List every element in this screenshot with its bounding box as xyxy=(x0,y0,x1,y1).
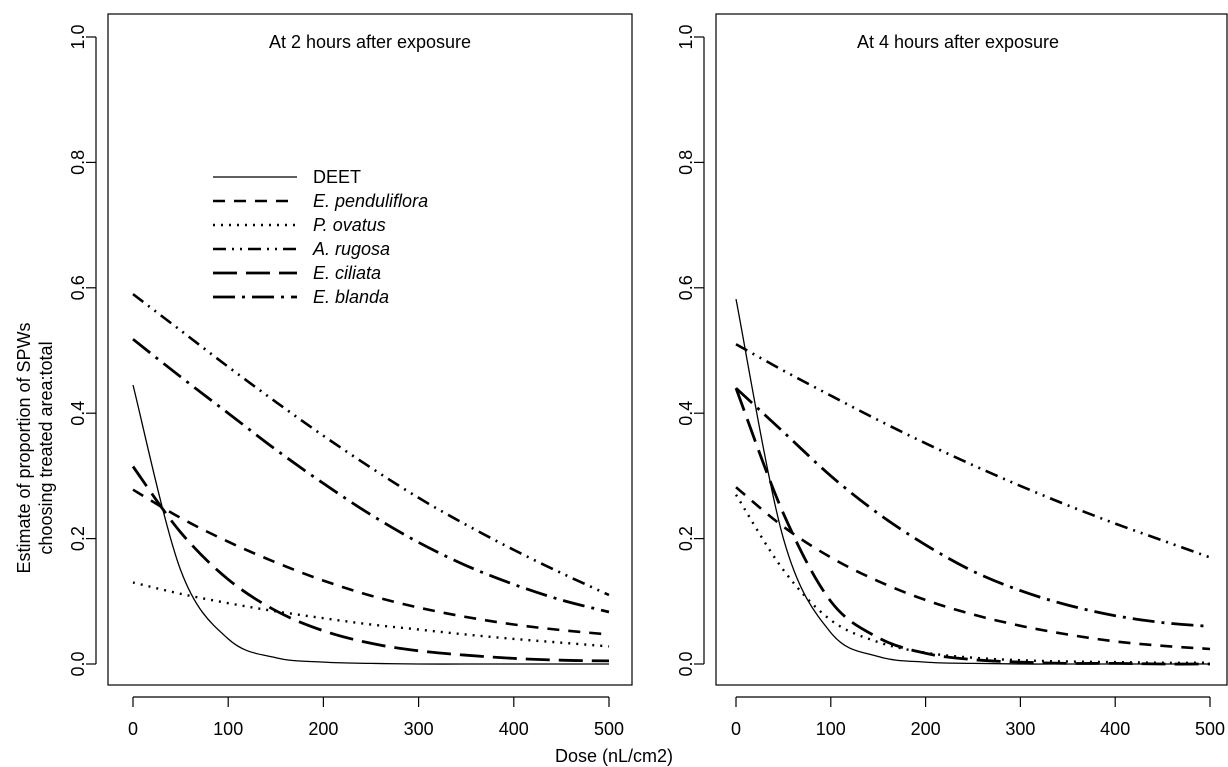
panel-title: At 4 hours after exposure xyxy=(857,32,1059,52)
x-tick-label: 300 xyxy=(404,719,434,739)
y-axis-title-line2: choosing treated area:total xyxy=(36,341,56,554)
x-tick-label: 100 xyxy=(213,719,243,739)
series-line-p-ovatus xyxy=(734,494,1211,664)
series-line-e-penduliflora xyxy=(735,486,1211,651)
x-tick-label: 400 xyxy=(499,719,529,739)
series-line-p-ovatus xyxy=(132,581,610,648)
y-tick-label: 0.0 xyxy=(68,651,88,676)
y-tick-label: 0.0 xyxy=(676,651,696,676)
y-tick-label: 0.2 xyxy=(68,526,88,551)
y-tick-label: 0.4 xyxy=(676,401,696,426)
x-axis-title: Dose (nL/cm2) xyxy=(555,746,673,766)
y-tick-label: 0.4 xyxy=(68,401,88,426)
legend-label: E. ciliata xyxy=(313,263,381,283)
y-tick-label: 0.8 xyxy=(676,150,696,175)
legend-label: E. blanda xyxy=(313,287,389,307)
x-tick-label: 0 xyxy=(731,719,741,739)
y-axis-title-line1: Estimate of proportion of SPWs xyxy=(14,322,34,573)
panel-2-hours: At 2 hours after exposure 0 100 200 300 400 50… xyxy=(68,13,633,739)
series-line-e-blanda xyxy=(735,387,1211,628)
x-tick-label: 200 xyxy=(911,719,941,739)
plot-frame xyxy=(715,13,1228,686)
series-line-e-blanda xyxy=(132,338,610,614)
x-tick-label: 100 xyxy=(816,719,846,739)
legend-label: E. penduliflora xyxy=(313,191,428,211)
x-tick-label: 500 xyxy=(594,719,624,739)
y-tick-label: 0.8 xyxy=(68,150,88,175)
legend-label: A. rugosa xyxy=(312,239,390,259)
y-tick-label: 0.6 xyxy=(676,275,696,300)
x-tick-label: 400 xyxy=(1100,719,1130,739)
y-tick-label: 0.2 xyxy=(676,526,696,551)
series-line-e-penduliflora xyxy=(132,488,610,636)
series-line-e-ciliata xyxy=(131,465,610,663)
y-tick-label: 1.0 xyxy=(68,24,88,49)
series-line-deet xyxy=(735,298,1210,665)
series-line-a-rugosa xyxy=(735,343,1211,559)
legend-label: P. ovatus xyxy=(313,215,386,235)
y-tick-label: 1.0 xyxy=(676,24,696,49)
legend: DEET E. penduliflora P. ovatus A. rugosa E. … xyxy=(213,167,428,307)
series-line-deet xyxy=(132,384,609,665)
legend-label: DEET xyxy=(313,167,361,187)
x-tick-label: 500 xyxy=(1195,719,1225,739)
panel-title: At 2 hours after exposure xyxy=(269,32,471,52)
plot-frame xyxy=(107,13,633,686)
x-tick-label: 0 xyxy=(128,719,138,739)
y-tick-label: 0.6 xyxy=(68,275,88,300)
panel-4-hours: At 4 hours after exposure 0 100 200 300 400 50… xyxy=(676,13,1228,739)
series-line-a-rugosa xyxy=(132,293,610,597)
x-tick-label: 300 xyxy=(1005,719,1035,739)
x-tick-label: 200 xyxy=(308,719,338,739)
series-line-e-ciliata xyxy=(734,387,1211,666)
